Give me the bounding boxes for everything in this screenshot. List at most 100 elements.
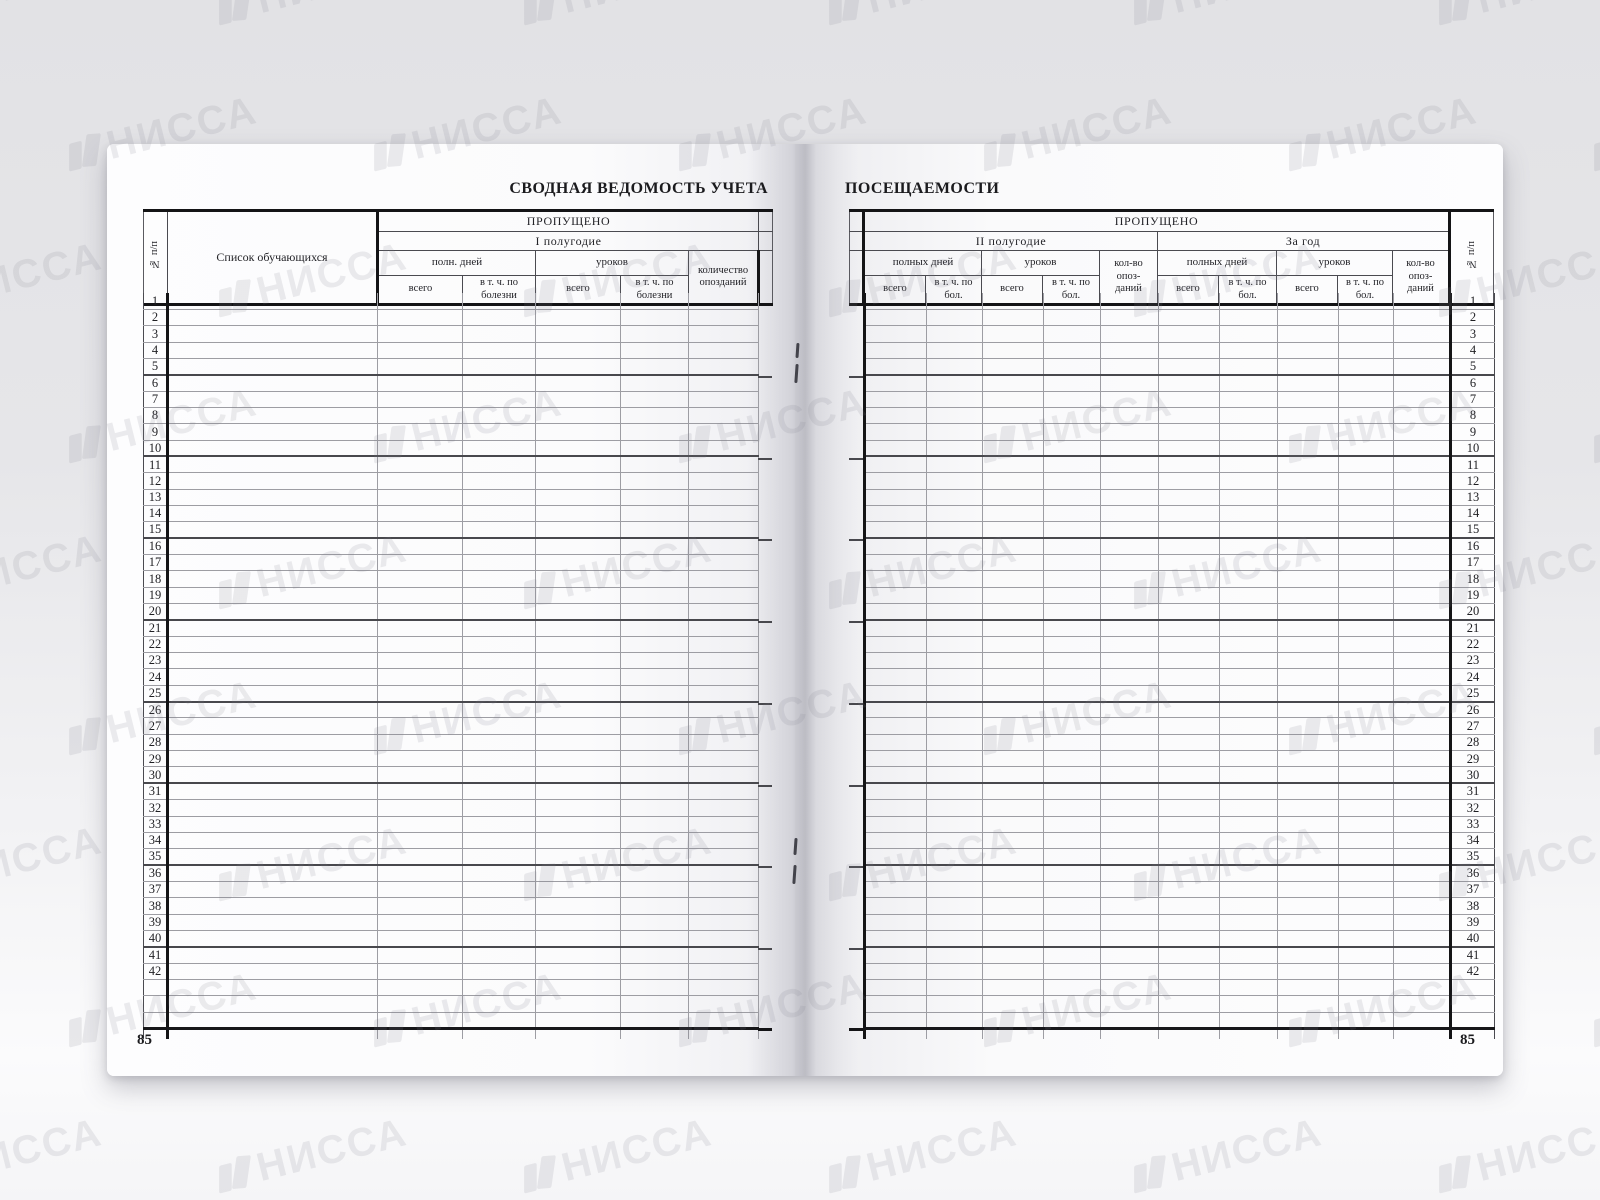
attendance-cell [1277,586,1339,605]
row-number: 13 [143,488,169,506]
attendance-cell [688,668,759,686]
attendance-cell [982,619,1044,637]
attendance-cell [1158,488,1220,506]
row-number: 28 [1449,733,1495,752]
attendance-cell [982,570,1044,588]
attendance-cell [1043,455,1101,474]
attendance-cell [377,733,463,752]
attendance-cell [462,570,536,588]
attendance-cell [688,1011,759,1031]
attendance-cell [535,929,621,948]
table-row [863,978,1495,997]
watermark-text: НИССА [0,818,107,898]
attendance-cell [377,897,463,915]
row-number [1449,995,1495,1013]
attendance-cell [926,652,983,670]
attendance-cell [377,537,463,556]
attendance-cell [1158,521,1220,540]
attendance-cell [1158,717,1220,735]
attendance-cell [377,570,463,588]
table-row: 41 [863,946,1495,964]
attendance-cell [167,864,378,882]
attendance-cell [1158,455,1220,474]
attendance-cell [926,733,983,752]
attendance-cell [535,423,621,441]
nissa-watermark: НИССА [0,234,107,325]
row-number: 30 [1449,766,1495,785]
attendance-cell [863,701,927,719]
attendance-cell [1043,603,1101,621]
table-row: 20 [143,603,759,621]
attendance-cell [863,570,927,588]
attendance-cell [1100,880,1159,899]
row-number: 16 [1449,537,1495,556]
attendance-cell [1277,750,1339,768]
attendance-cell [462,799,536,817]
attendance-cell [1043,439,1101,458]
row-number: 25 [143,684,169,703]
attendance-cell [535,293,621,310]
attendance-cell [167,374,378,392]
table-row: 33 [143,815,759,833]
attendance-cell [982,750,1044,768]
attendance-cell [688,619,759,637]
attendance-cell [535,341,621,359]
attendance-cell [1158,799,1220,817]
attendance-cell [535,782,621,801]
attendance-cell [1277,553,1339,572]
row-number: 4 [143,341,169,359]
attendance-cell [688,897,759,915]
attendance-cell [1338,504,1394,523]
attendance-cell [1219,586,1278,605]
attendance-cell [1277,978,1339,997]
attendance-cell [1338,553,1394,572]
rule-overhang [1158,1027,1220,1040]
attendance-cell [1100,897,1159,915]
rule-overhang [863,1027,927,1040]
attendance-cell [1158,782,1220,801]
attendance-cell [1043,1011,1101,1031]
attendance-cell [1393,668,1451,686]
attendance-cell [863,684,927,703]
attendance-cell [1277,423,1339,441]
attendance-cell [1338,978,1394,997]
nissa-logo-icon [64,1008,105,1049]
attendance-cell [1043,733,1101,752]
attendance-cell [167,946,378,964]
attendance-cell [863,603,927,621]
attendance-cell [620,325,689,343]
attendance-cell [620,635,689,654]
attendance-cell [620,521,689,540]
attendance-cell [926,831,983,850]
row-number: 35 [143,848,169,867]
nissa-watermark: НИССА [822,0,1021,33]
table-row [143,978,759,997]
attendance-cell [1393,782,1451,801]
page-number-right: 85 [1460,1032,1475,1048]
attendance-cell [688,504,759,523]
attendance-cell [1393,504,1451,523]
attendance-cell [620,946,689,964]
attendance-cell [462,782,536,801]
attendance-cell [863,325,927,343]
watermark-text: НИССА [252,0,412,23]
nissa-logo-icon [1434,0,1475,27]
attendance-cell [863,357,927,376]
attendance-cell [1158,603,1220,621]
attendance-cell [982,521,1044,540]
attendance-cell [620,864,689,882]
attendance-cell [1338,766,1394,785]
attendance-cell [1393,308,1451,327]
row-number: 29 [143,750,169,768]
attendance-cell [1338,995,1394,1013]
attendance-cell [926,995,983,1013]
attendance-cell [1158,423,1220,441]
attendance-cell [1043,390,1101,408]
attendance-cell [1100,766,1159,785]
attendance-cell [926,799,983,817]
row-number [143,995,169,1013]
attendance-cell [1219,750,1278,768]
nissa-watermark: НИССА [1432,0,1600,33]
attendance-cell [1338,897,1394,915]
attendance-cell [688,929,759,948]
